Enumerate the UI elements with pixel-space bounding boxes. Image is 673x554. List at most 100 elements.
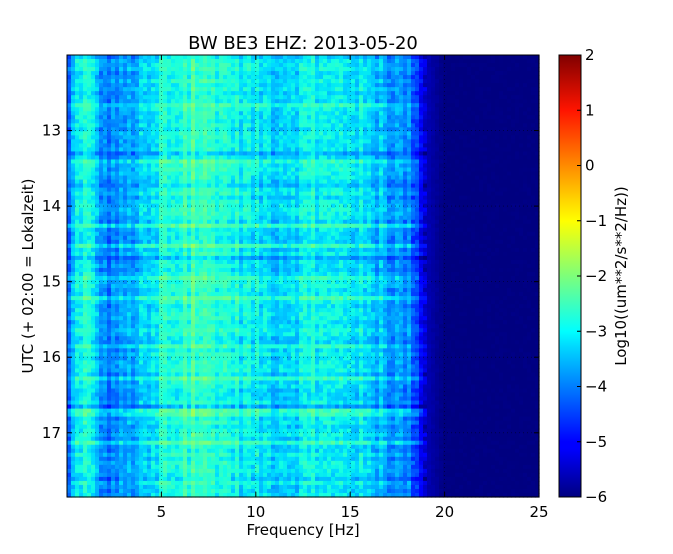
heatmap-cell	[411, 67, 416, 72]
heatmap-cell	[307, 75, 312, 80]
heatmap-cell	[511, 147, 516, 153]
heatmap-cell	[479, 219, 484, 225]
heatmap-cell	[471, 59, 476, 64]
heatmap-cell	[395, 175, 400, 181]
heatmap-cell	[71, 71, 76, 76]
heatmap-cell	[431, 119, 436, 124]
heatmap-cell	[535, 187, 540, 193]
heatmap-cell	[415, 163, 420, 169]
heatmap-cell	[99, 87, 104, 92]
heatmap-cell	[95, 223, 100, 229]
heatmap-cell	[427, 167, 432, 173]
heatmap-cell	[327, 99, 332, 104]
heatmap-cell	[219, 207, 224, 213]
heatmap-cell	[99, 127, 104, 132]
heatmap-cell	[239, 187, 244, 193]
heatmap-cell	[339, 167, 344, 173]
heatmap-cell	[527, 123, 532, 128]
heatmap-cell	[239, 107, 244, 112]
heatmap-cell	[127, 219, 132, 225]
heatmap-cell	[303, 135, 308, 140]
heatmap-cell	[139, 171, 144, 177]
heatmap-cell	[295, 127, 300, 132]
heatmap-cell	[187, 195, 192, 201]
heatmap-cell	[531, 143, 536, 149]
heatmap-cell	[323, 71, 328, 76]
heatmap-cell	[407, 55, 412, 60]
heatmap-cell	[487, 95, 492, 100]
heatmap-cell	[235, 127, 240, 132]
heatmap-cell	[399, 171, 404, 177]
heatmap-cell	[199, 207, 204, 213]
heatmap-cell	[343, 95, 348, 100]
heatmap-cell	[471, 143, 476, 149]
heatmap-cell	[503, 91, 508, 96]
heatmap-cell	[503, 155, 508, 161]
heatmap-cell	[195, 155, 200, 161]
heatmap-cell	[527, 95, 532, 100]
heatmap-cell	[387, 211, 392, 217]
heatmap-cell	[523, 87, 528, 92]
heatmap-cell	[519, 127, 524, 132]
heatmap-cell	[459, 95, 464, 100]
heatmap-cell	[191, 187, 196, 193]
heatmap-cell	[455, 123, 460, 128]
heatmap-cell	[467, 183, 472, 189]
heatmap-cell	[155, 123, 160, 128]
heatmap-cell	[87, 151, 92, 157]
heatmap-cell	[159, 131, 164, 136]
heatmap-cell	[79, 99, 84, 104]
heatmap-cell	[75, 219, 80, 225]
heatmap-cell	[471, 151, 476, 157]
heatmap-cell	[307, 103, 312, 108]
heatmap-cell	[463, 187, 468, 193]
heatmap-cell	[487, 207, 492, 213]
heatmap-cell	[503, 207, 508, 213]
heatmap-cell	[435, 219, 440, 225]
heatmap-cell	[467, 219, 472, 225]
heatmap-cell	[123, 103, 128, 108]
heatmap-cell	[503, 83, 508, 88]
heatmap-cell	[479, 159, 484, 165]
heatmap-cell	[247, 175, 252, 181]
heatmap-cell	[371, 119, 376, 124]
heatmap-cell	[143, 183, 148, 189]
heatmap-cell	[471, 71, 476, 76]
heatmap-cell	[311, 187, 316, 193]
heatmap-cell	[495, 119, 500, 124]
heatmap-cell	[211, 63, 216, 68]
heatmap-cell	[131, 87, 136, 92]
heatmap-cell	[443, 183, 448, 189]
heatmap-cell	[419, 103, 424, 108]
heatmap-cell	[111, 131, 116, 136]
heatmap-cell	[115, 207, 120, 213]
heatmap-cell	[375, 67, 380, 72]
heatmap-cell	[71, 67, 76, 72]
heatmap-cell	[327, 107, 332, 112]
heatmap-cell	[387, 167, 392, 173]
heatmap-cell	[227, 147, 232, 153]
heatmap-cell	[467, 91, 472, 96]
heatmap-cell	[279, 199, 284, 205]
heatmap-cell	[219, 63, 224, 68]
heatmap-cell	[131, 211, 136, 217]
heatmap-cell	[331, 99, 336, 104]
heatmap-cell	[247, 75, 252, 80]
heatmap-cell	[535, 119, 540, 124]
heatmap-cell	[219, 59, 224, 64]
heatmap-cell	[535, 175, 540, 181]
heatmap-cell	[147, 91, 152, 96]
heatmap-cell	[371, 71, 376, 76]
heatmap-cell	[495, 199, 500, 205]
heatmap-cell	[247, 83, 252, 88]
heatmap-cell	[131, 223, 136, 229]
heatmap-cell	[103, 167, 108, 173]
heatmap-cell	[463, 171, 468, 177]
heatmap-cell	[223, 203, 228, 209]
heatmap-cell	[263, 183, 268, 189]
heatmap-cell	[159, 179, 164, 185]
heatmap-cell	[167, 111, 172, 116]
heatmap-cell	[283, 171, 288, 177]
heatmap-cell	[267, 87, 272, 92]
heatmap-cell	[295, 67, 300, 72]
